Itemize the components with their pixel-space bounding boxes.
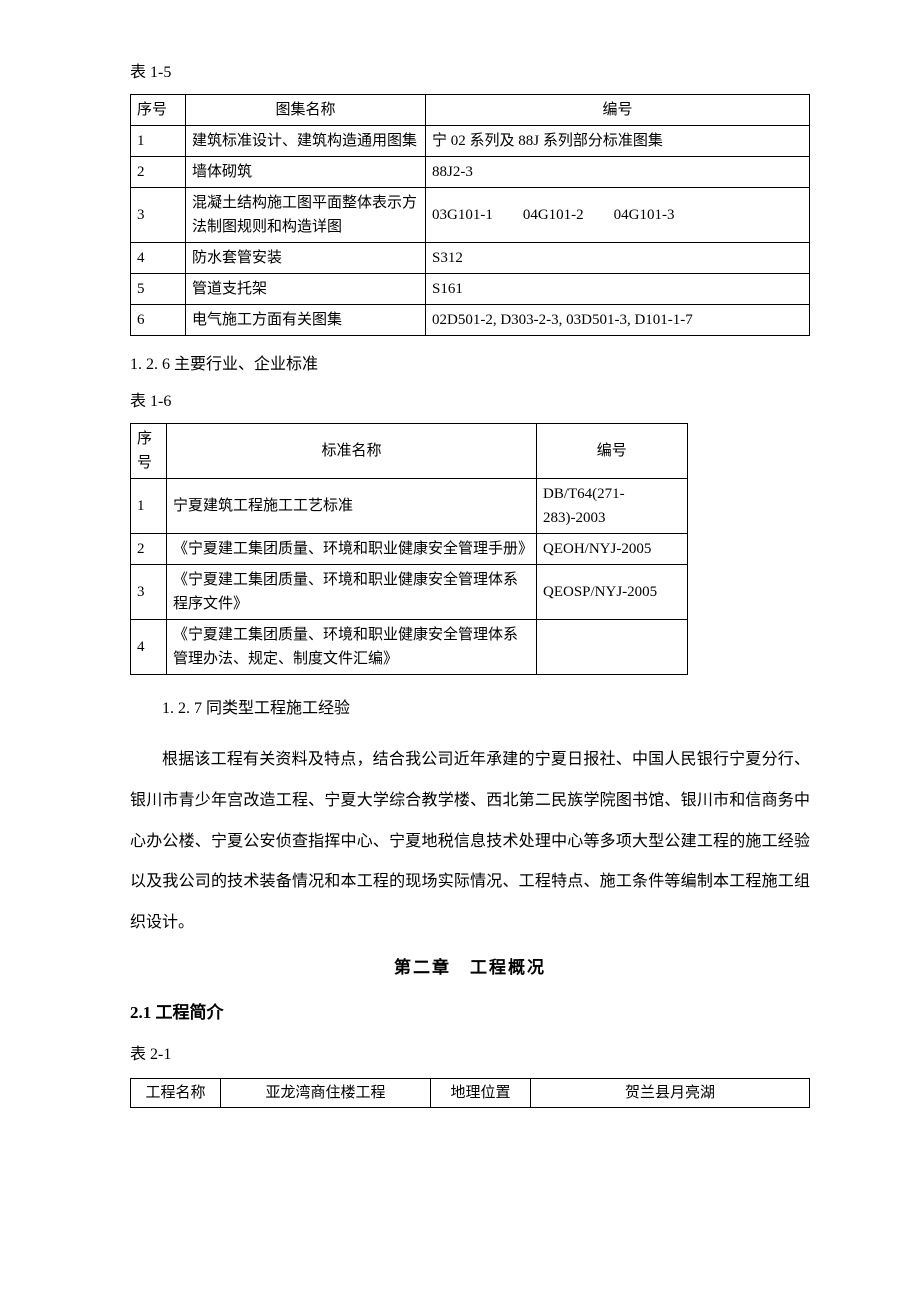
cell: 建筑标准设计、建筑构造通用图集 bbox=[186, 125, 426, 156]
table2-caption: 表 1-6 bbox=[130, 389, 810, 415]
cell: 5 bbox=[131, 273, 186, 304]
table1-header-seq: 序号 bbox=[131, 94, 186, 125]
cell: 3 bbox=[131, 564, 167, 619]
table2-header-code: 编号 bbox=[537, 423, 688, 478]
cell: 1 bbox=[131, 125, 186, 156]
cell: 4 bbox=[131, 242, 186, 273]
table1-header-code: 编号 bbox=[426, 94, 810, 125]
cell: 6 bbox=[131, 304, 186, 335]
cell: 电气施工方面有关图集 bbox=[186, 304, 426, 335]
cell: 工程名称 bbox=[131, 1078, 221, 1107]
table-row: 1 建筑标准设计、建筑构造通用图集 宁 02 系列及 88J 系列部分标准图集 bbox=[131, 125, 810, 156]
chapter-2-title: 第二章 工程概况 bbox=[130, 954, 810, 981]
table-row: 4 防水套管安装 S312 bbox=[131, 242, 810, 273]
table-row: 2 墙体砌筑 88J2-3 bbox=[131, 156, 810, 187]
table2-header-seq: 序号 bbox=[131, 423, 167, 478]
cell: 03G101-1 04G101-2 04G101-3 bbox=[426, 187, 810, 242]
cell: 地理位置 bbox=[431, 1078, 531, 1107]
cell: QEOSP/NYJ-2005 bbox=[537, 564, 688, 619]
section-1-2-7-heading: 1. 2. 7 同类型工程施工经验 bbox=[130, 691, 810, 726]
table-row: 1 宁夏建筑工程施工工艺标准 DB/T64(271-283)-2003 bbox=[131, 478, 688, 533]
cell: 防水套管安装 bbox=[186, 242, 426, 273]
table2-header-name: 标准名称 bbox=[167, 423, 537, 478]
cell: 4 bbox=[131, 619, 167, 674]
cell: 《宁夏建工集团质量、环境和职业健康安全管理手册》 bbox=[167, 533, 537, 564]
table1-caption: 表 1-5 bbox=[130, 60, 810, 86]
cell: 2 bbox=[131, 533, 167, 564]
cell: 2 bbox=[131, 156, 186, 187]
cell: 3 bbox=[131, 187, 186, 242]
table1-header-name: 图集名称 bbox=[186, 94, 426, 125]
table-row: 6 电气施工方面有关图集 02D501-2, D303-2-3, 03D501-… bbox=[131, 304, 810, 335]
cell: S161 bbox=[426, 273, 810, 304]
table-1-5: 序号 图集名称 编号 1 建筑标准设计、建筑构造通用图集 宁 02 系列及 88… bbox=[130, 94, 810, 336]
table-2-1: 工程名称 亚龙湾商住楼工程 地理位置 贺兰县月亮湖 bbox=[130, 1078, 810, 1108]
table-row: 2 《宁夏建工集团质量、环境和职业健康安全管理手册》 QEOH/NYJ-2005 bbox=[131, 533, 688, 564]
section-1-2-6-heading: 1. 2. 6 主要行业、企业标准 bbox=[130, 352, 810, 378]
table-row: 4 《宁夏建工集团质量、环境和职业健康安全管理体系管理办法、规定、制度文件汇编》 bbox=[131, 619, 688, 674]
table-row: 3 混凝土结构施工图平面整体表示方法制图规则和构造详图 03G101-1 04G… bbox=[131, 187, 810, 242]
cell: 宁夏建筑工程施工工艺标准 bbox=[167, 478, 537, 533]
cell: S312 bbox=[426, 242, 810, 273]
table3-caption: 表 2-1 bbox=[130, 1042, 810, 1068]
cell: 《宁夏建工集团质量、环境和职业健康安全管理体系程序文件》 bbox=[167, 564, 537, 619]
cell: 《宁夏建工集团质量、环境和职业健康安全管理体系管理办法、规定、制度文件汇编》 bbox=[167, 619, 537, 674]
cell: QEOH/NYJ-2005 bbox=[537, 533, 688, 564]
cell bbox=[537, 619, 688, 674]
cell: DB/T64(271-283)-2003 bbox=[537, 478, 688, 533]
cell: 02D501-2, D303-2-3, 03D501-3, D101-1-7 bbox=[426, 304, 810, 335]
cell: 管道支托架 bbox=[186, 273, 426, 304]
cell: 1 bbox=[131, 478, 167, 533]
cell: 墙体砌筑 bbox=[186, 156, 426, 187]
cell: 亚龙湾商住楼工程 bbox=[221, 1078, 431, 1107]
cell: 贺兰县月亮湖 bbox=[531, 1078, 810, 1107]
body-paragraph: 根据该工程有关资料及特点，结合我公司近年承建的宁夏日报社、中国人民银行宁夏分行、… bbox=[130, 740, 810, 944]
section-2-1-heading: 2.1 工程简介 bbox=[130, 999, 810, 1026]
table-row: 工程名称 亚龙湾商住楼工程 地理位置 贺兰县月亮湖 bbox=[131, 1078, 810, 1107]
cell: 混凝土结构施工图平面整体表示方法制图规则和构造详图 bbox=[186, 187, 426, 242]
cell: 88J2-3 bbox=[426, 156, 810, 187]
table-row: 3 《宁夏建工集团质量、环境和职业健康安全管理体系程序文件》 QEOSP/NYJ… bbox=[131, 564, 688, 619]
table-row: 5 管道支托架 S161 bbox=[131, 273, 810, 304]
cell: 宁 02 系列及 88J 系列部分标准图集 bbox=[426, 125, 810, 156]
table-1-6: 序号 标准名称 编号 1 宁夏建筑工程施工工艺标准 DB/T64(271-283… bbox=[130, 423, 688, 675]
